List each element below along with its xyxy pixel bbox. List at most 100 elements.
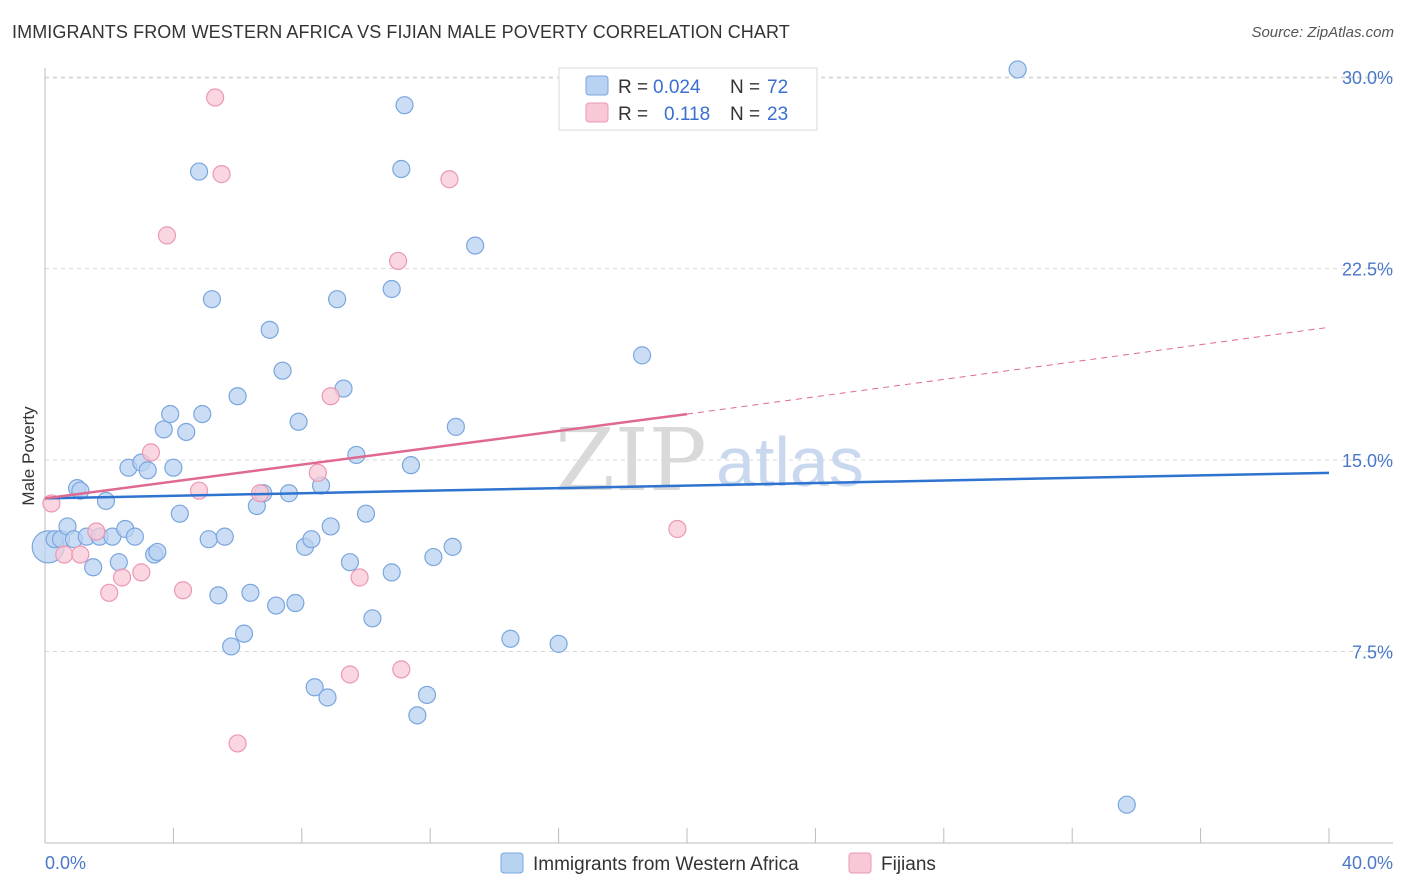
point-western-africa <box>328 290 347 309</box>
point-western-africa <box>202 290 222 309</box>
point-fijians <box>389 251 408 271</box>
legend-n-label-pink: N = <box>730 104 760 125</box>
trend-layer <box>44 326 1330 500</box>
point-western-africa <box>209 586 228 605</box>
point-western-africa <box>363 609 382 628</box>
bottom-legend-swatch-pink <box>848 852 872 874</box>
points-layer <box>31 60 1136 814</box>
point-western-africa <box>189 162 209 181</box>
point-western-africa <box>392 159 411 179</box>
legend-r-value-blue: 0.024 <box>653 77 701 98</box>
point-western-africa <box>109 553 128 572</box>
y-axis-label: Male Poverty <box>19 406 38 506</box>
point-western-africa <box>148 542 167 562</box>
point-western-africa <box>154 420 173 439</box>
point-western-africa <box>424 547 443 567</box>
point-western-africa <box>170 504 189 523</box>
point-western-africa <box>193 404 212 424</box>
point-fijians <box>71 545 90 564</box>
point-western-africa <box>267 596 286 615</box>
y-tick-label: 22.5% <box>1342 260 1393 280</box>
trendline-western-africa <box>44 471 1330 500</box>
legend-swatch-blue <box>585 75 609 96</box>
watermark-zip: ZIP <box>555 411 707 511</box>
point-western-africa <box>215 527 234 546</box>
bottom-legend-label-blue: Immigrants from Western Africa <box>533 854 799 875</box>
point-fijians <box>141 443 161 462</box>
trendline-fijians <box>44 412 688 500</box>
legend-swatch-pink <box>585 102 609 123</box>
chart-title: IMMIGRANTS FROM WESTERN AFRICA VS FIJIAN… <box>12 22 790 42</box>
point-western-africa <box>289 412 308 431</box>
chart-source: Source: ZipAtlas.com <box>1251 24 1394 41</box>
point-fijians <box>228 734 247 753</box>
legend-r-label-pink: R = <box>618 104 648 125</box>
point-fijians <box>350 568 369 587</box>
point-western-africa <box>382 279 401 299</box>
point-western-africa <box>356 504 376 523</box>
legend-n-label-blue: N = <box>730 77 760 98</box>
y-tick-label: 30.0% <box>1342 68 1393 88</box>
point-fijians <box>55 545 74 564</box>
point-western-africa <box>138 461 157 480</box>
point-fijians <box>206 88 225 107</box>
bottom-legend-label-pink: Fijians <box>881 854 936 875</box>
point-fijians <box>173 581 193 600</box>
point-western-africa <box>286 593 305 613</box>
legend-r-label-blue: R = <box>618 77 648 98</box>
trendline-fijians-extension <box>686 326 1330 415</box>
point-western-africa <box>318 688 337 707</box>
x-tick-label-min: 0.0% <box>45 853 86 873</box>
point-fijians <box>212 165 231 184</box>
point-western-africa <box>347 445 366 465</box>
point-fijians <box>112 568 132 587</box>
legend-box: R = 0.024 N = 72 R = 0.118 N = 23 <box>558 67 818 131</box>
point-western-africa <box>164 458 183 477</box>
point-fijians <box>157 226 177 245</box>
point-fijians <box>340 665 360 684</box>
point-western-africa <box>305 678 324 697</box>
point-western-africa <box>234 624 254 643</box>
point-western-africa <box>321 517 340 536</box>
point-western-africa <box>222 637 241 656</box>
legend-n-value-blue: 72 <box>767 77 788 98</box>
bottom-legend: Immigrants from Western Africa Fijians <box>500 852 936 875</box>
point-western-africa <box>241 583 260 602</box>
point-western-africa <box>125 527 144 546</box>
point-western-africa <box>501 629 520 648</box>
point-western-africa <box>84 558 103 577</box>
point-western-africa <box>417 685 437 705</box>
y-tick-label: 15.0% <box>1342 451 1393 471</box>
y-tick-label: 7.5% <box>1352 643 1393 663</box>
point-western-africa <box>632 346 652 365</box>
point-western-africa <box>1117 795 1136 814</box>
point-fijians <box>668 519 687 539</box>
point-western-africa <box>199 530 218 549</box>
point-fijians <box>308 463 327 482</box>
point-western-africa <box>549 634 568 653</box>
point-western-africa <box>408 706 427 725</box>
point-western-africa <box>302 530 321 549</box>
watermark-atlas: atlas <box>716 423 864 501</box>
point-western-africa <box>466 236 485 255</box>
grid-layer <box>45 76 1393 653</box>
point-western-africa <box>340 553 360 572</box>
y-axis-title: Male Poverty <box>19 406 38 506</box>
point-western-africa <box>395 96 414 115</box>
point-western-africa <box>382 563 401 582</box>
point-western-africa <box>228 387 247 406</box>
point-fijians <box>132 563 151 582</box>
point-western-africa <box>401 456 421 475</box>
point-western-africa <box>1008 60 1027 79</box>
bottom-legend-swatch-blue <box>500 852 524 874</box>
point-fijians <box>440 170 459 189</box>
point-western-africa <box>96 491 116 510</box>
legend-n-value-pink: 23 <box>767 104 788 125</box>
point-western-africa <box>177 422 196 442</box>
point-fijians <box>87 522 106 541</box>
point-western-africa <box>260 320 279 339</box>
point-fijians <box>321 387 340 406</box>
point-western-africa <box>446 417 465 436</box>
point-fijians <box>100 583 119 602</box>
